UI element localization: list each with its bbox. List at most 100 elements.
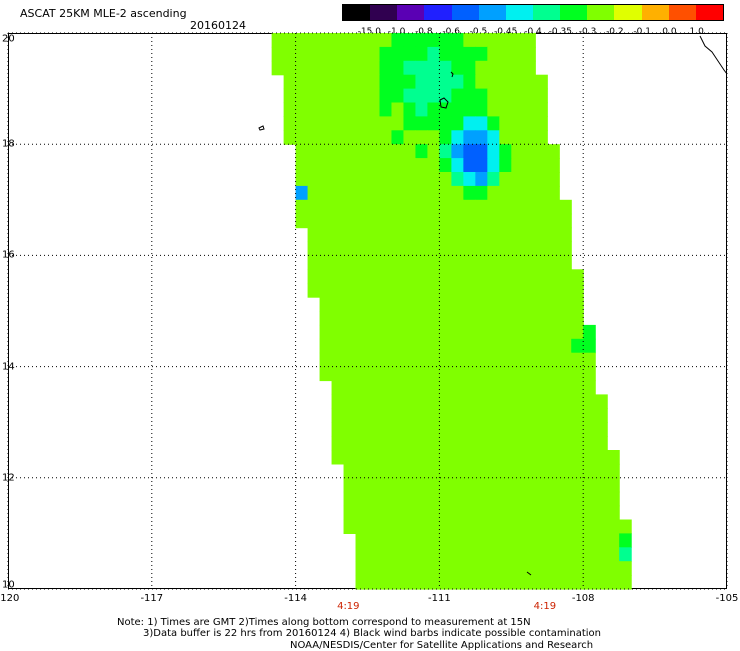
swath-cell bbox=[367, 533, 381, 548]
swath-cell bbox=[307, 60, 321, 76]
swath-cell bbox=[379, 505, 393, 521]
swath-cell bbox=[391, 199, 405, 215]
swath-cell bbox=[499, 380, 512, 395]
swath-cell bbox=[403, 519, 417, 534]
swath-cell bbox=[463, 491, 476, 507]
swath-cell bbox=[331, 255, 345, 270]
swath-cell bbox=[535, 380, 548, 395]
swath-cell bbox=[559, 533, 572, 548]
swath-cell bbox=[475, 491, 488, 507]
swath-cell bbox=[379, 575, 393, 590]
y-tick-label: 16 bbox=[2, 249, 15, 261]
swath-cell bbox=[427, 533, 440, 548]
swath-cell bbox=[499, 450, 512, 465]
swath-cell bbox=[475, 338, 488, 354]
swath-cell bbox=[391, 491, 405, 507]
swath-cell bbox=[523, 60, 536, 76]
swath-cell bbox=[499, 408, 512, 423]
swath-cell bbox=[523, 408, 536, 423]
swath-cell bbox=[331, 311, 345, 326]
swath-cell bbox=[535, 311, 548, 326]
swath-cell bbox=[355, 88, 369, 104]
swath-cell bbox=[535, 88, 548, 104]
swath-cell bbox=[499, 172, 512, 187]
swath-cell bbox=[559, 575, 572, 590]
swath-cell bbox=[427, 74, 440, 90]
swath-cell bbox=[307, 88, 321, 104]
color-scale-swatch bbox=[397, 5, 425, 20]
swath-cell bbox=[511, 422, 524, 437]
swath-cell bbox=[355, 477, 369, 493]
swath-cell bbox=[367, 158, 381, 173]
swath-cell bbox=[439, 505, 452, 521]
swath-cell bbox=[379, 311, 393, 326]
swath-cell bbox=[403, 102, 417, 117]
swath-cell bbox=[451, 158, 464, 173]
color-scale-swatch bbox=[614, 5, 642, 20]
swath-cell bbox=[355, 380, 369, 395]
swath-cell bbox=[415, 74, 429, 90]
swath-cell bbox=[463, 102, 476, 117]
swath-cell bbox=[595, 394, 608, 409]
swath-cell bbox=[427, 505, 440, 521]
swath-cell bbox=[559, 338, 572, 354]
swath-cell bbox=[379, 394, 393, 409]
swath-cell bbox=[307, 241, 321, 256]
swath-cell bbox=[583, 408, 596, 423]
color-scale-label: -0.4 bbox=[524, 27, 542, 37]
swath-cell bbox=[535, 116, 548, 131]
swath-cell bbox=[343, 213, 357, 229]
swath-cell bbox=[523, 366, 536, 382]
swath-cell bbox=[415, 352, 429, 368]
swath-cell bbox=[451, 60, 464, 76]
swath-cell bbox=[427, 46, 440, 62]
swath-cell bbox=[343, 436, 357, 451]
swath-cell bbox=[571, 366, 584, 382]
swath-cell bbox=[571, 505, 584, 521]
swath-cell bbox=[511, 33, 524, 48]
swath-cell bbox=[535, 561, 548, 576]
swath-cell bbox=[415, 408, 429, 423]
swath-cell bbox=[463, 408, 476, 423]
swath-cell bbox=[415, 227, 429, 243]
swath-cell bbox=[523, 33, 536, 48]
swath-cell bbox=[463, 130, 476, 145]
swath-cell bbox=[475, 116, 488, 131]
swath-cell bbox=[571, 311, 584, 326]
swath-cell bbox=[511, 172, 524, 187]
swath-cell bbox=[511, 158, 524, 173]
swath-cell bbox=[451, 172, 464, 187]
swath-cell bbox=[475, 366, 488, 382]
swath-cell bbox=[523, 394, 536, 409]
swath-cell bbox=[559, 352, 572, 368]
swath-cell bbox=[547, 269, 560, 284]
swath-cell bbox=[571, 533, 584, 548]
swath-cell bbox=[427, 311, 440, 326]
swath-cell bbox=[391, 74, 405, 90]
swath-cell bbox=[295, 102, 309, 117]
swath-cell bbox=[535, 547, 548, 562]
swath-cell bbox=[427, 338, 440, 354]
swath-cell bbox=[415, 324, 429, 340]
swath-cell bbox=[475, 185, 488, 201]
swath-cell bbox=[331, 380, 345, 395]
swath-cell bbox=[499, 394, 512, 409]
swath-cell bbox=[427, 380, 440, 395]
swath-cell bbox=[403, 255, 417, 270]
swath-cell bbox=[379, 116, 393, 131]
swath-cell bbox=[523, 547, 536, 562]
swath-cell bbox=[511, 491, 524, 507]
swath-cell bbox=[619, 533, 632, 548]
swath-cell bbox=[343, 172, 357, 187]
swath-cell bbox=[547, 338, 560, 354]
swath-cell bbox=[547, 463, 560, 479]
swath-cell bbox=[451, 213, 464, 229]
swath-cell bbox=[559, 283, 572, 298]
swath-cell bbox=[343, 324, 357, 340]
swath-cell bbox=[415, 477, 429, 493]
swath-cell bbox=[367, 366, 381, 382]
swath-cell bbox=[487, 74, 500, 90]
swath-cell bbox=[319, 88, 333, 104]
swath-cell bbox=[535, 338, 548, 354]
